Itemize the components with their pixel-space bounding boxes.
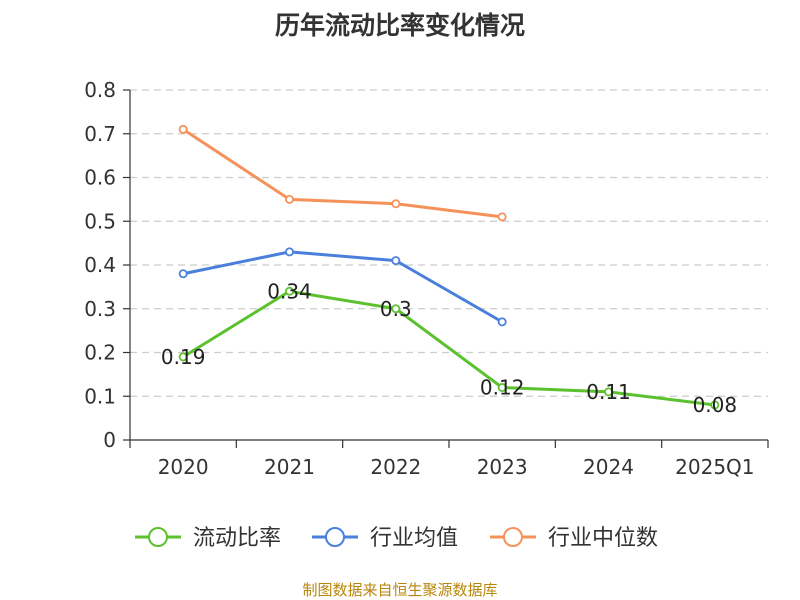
y-tick-label: 0.8 [84,78,116,102]
legend-item-行业中位数[interactable]: 行业中位数 [490,526,658,551]
series-line-流动比率 [182,289,716,407]
chart-title: 历年流动比率变化情况 [274,11,525,40]
series-line-行业中位数 [182,128,503,219]
data-point-流动比率 [497,382,507,392]
legend-item-行业均值[interactable]: 行业均值 [312,526,458,551]
legend-item-流动比率[interactable]: 流动比率 [135,526,281,551]
y-tick-label: 0.2 [84,341,116,365]
x-tick-label: 2025Q1 [675,455,754,479]
data-point-流动比率 [391,304,401,314]
data-label: 0.3 [380,297,412,321]
y-tick-label: 0.3 [84,297,116,321]
data-point-流动比率 [178,352,188,362]
source-note: 制图数据来自恒生聚源数据库 [302,581,498,599]
x-tick-label: 2024 [583,455,634,479]
data-point-行业中位数 [497,212,507,222]
y-tick-label: 0.6 [84,166,116,190]
grid-lines [130,89,768,397]
data-point-流动比率 [284,286,294,296]
data-point-行业均值 [284,247,294,257]
legend-label: 行业均值 [370,526,458,551]
x-tick-label: 2022 [370,455,421,479]
data-point-流动比率 [604,387,614,397]
data-label: 0.12 [480,376,525,400]
data-label: 0.19 [161,345,206,369]
legend-swatch-marker [325,527,345,547]
data-point-行业均值 [178,269,188,279]
data-point-行业中位数 [284,194,294,204]
y-tick-label: 0 [103,428,116,452]
y-tick-label: 0.5 [84,209,116,233]
legend-swatch-marker [503,527,523,547]
legend[interactable]: 流动比率 行业均值 行业中位数 [135,526,658,551]
data-point-流动比率 [710,400,720,410]
data-point-行业中位数 [178,124,188,134]
legend-swatch-marker [148,527,168,547]
data-point-行业均值 [391,256,401,266]
legend-label: 行业中位数 [548,526,658,551]
y-tick-label: 0.7 [84,122,116,146]
series-group [178,124,720,410]
data-label: 0.08 [693,393,738,417]
data-labels: 0.19 0.34 0.3 0.12 0.11 0.08 [161,279,737,417]
data-point-行业均值 [497,317,507,327]
x-tick-label: 2023 [477,455,528,479]
data-label: 0.11 [586,380,631,404]
series-line-行业均值 [182,250,503,324]
axes: 0 0.1 0.2 0.3 0.4 0.5 0.6 0.7 0.8 2020 2021 2022 202… [84,78,769,479]
data-point-行业中位数 [391,199,401,209]
data-label: 0.34 [267,279,312,303]
y-tick-label: 0.4 [84,253,116,277]
y-tick-label: 0.1 [84,384,116,408]
legend-label: 流动比率 [193,526,281,551]
x-tick-label: 2021 [264,455,315,479]
x-tick-label: 2020 [158,455,209,479]
